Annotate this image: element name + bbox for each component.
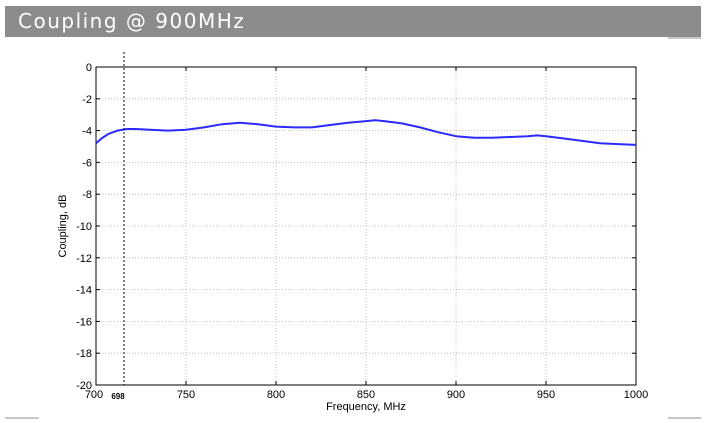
footer-divider-left: [5, 417, 39, 419]
marker-label: 698: [111, 392, 125, 401]
y-tick-label: -16: [76, 316, 92, 328]
title-bar: Coupling @ 900MHz: [5, 6, 701, 37]
y-tick-label: -2: [82, 94, 92, 106]
title-divider: [668, 37, 701, 39]
x-axis-label: Frequency, MHz: [326, 401, 406, 413]
x-tick-label: 950: [537, 389, 555, 401]
y-tick-label: 0: [86, 62, 92, 74]
y-tick-label: -8: [82, 189, 92, 201]
y-tick-label: -10: [76, 221, 92, 233]
x-tick-label: 750: [177, 389, 195, 401]
x-tick-label: 1000: [624, 389, 648, 401]
marker-layer: 698: [111, 52, 125, 401]
footer-divider-right: [668, 417, 701, 419]
y-tick-label: -20: [76, 380, 92, 392]
y-tick-label: -14: [76, 285, 92, 297]
x-tick-label: 800: [267, 389, 285, 401]
series-layer: [95, 119, 637, 146]
x-tick-label: 900: [447, 389, 465, 401]
ticks-layer: 700 750 800 850 900 950 1000 0 -2 -4 -6 -8 -10 -12 -14…: [76, 62, 648, 401]
y-tick-label: -4: [82, 126, 92, 138]
y-tick-label: -6: [82, 157, 92, 169]
y-tick-label: -18: [76, 348, 92, 360]
y-tick-label: -12: [76, 253, 92, 265]
grid-layer: [96, 67, 636, 385]
page-title: Coupling @ 900MHz: [18, 9, 246, 33]
series-line: [95, 119, 637, 146]
y-axis-label: Coupling, dB: [57, 195, 69, 258]
x-tick-label: 700: [85, 389, 103, 401]
x-tick-label: 850: [357, 389, 375, 401]
